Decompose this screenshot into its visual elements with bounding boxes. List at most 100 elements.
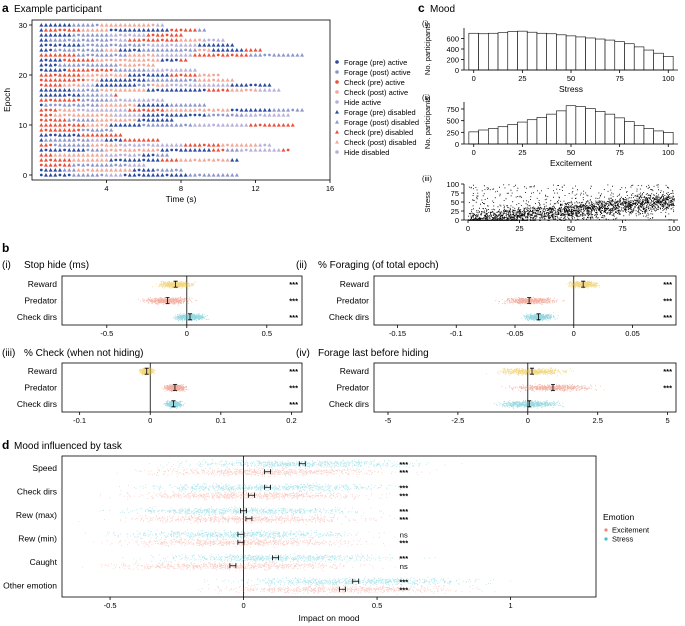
panel-a-marker bbox=[71, 93, 76, 97]
panel-a-marker bbox=[76, 63, 81, 67]
panel-a-marker bbox=[151, 48, 156, 52]
panel-a-marker bbox=[53, 28, 58, 32]
panel-a-marker bbox=[67, 113, 71, 117]
panel-a-marker bbox=[123, 83, 128, 87]
panel-d-sig: *** bbox=[399, 468, 408, 477]
panel-a-marker bbox=[81, 63, 85, 67]
panel-a-marker bbox=[151, 78, 156, 82]
panel-d-plot: Speed ******Check dirs ******Rew (max) ****… bbox=[3, 455, 650, 623]
panel-c-i-bar bbox=[488, 32, 499, 71]
panel-c-ii-xlabel: Excitement bbox=[550, 158, 593, 168]
panel-a-marker bbox=[62, 173, 67, 177]
panel-a-marker bbox=[43, 28, 48, 32]
panel-c-ii-ytick-label: 750 bbox=[446, 105, 459, 114]
panel-a-marker bbox=[188, 123, 193, 127]
panel-a-marker bbox=[77, 78, 80, 82]
panel-a-marker bbox=[239, 143, 244, 147]
panel-a-marker bbox=[109, 58, 113, 62]
panel-a-marker bbox=[165, 78, 170, 82]
panel-a-marker bbox=[53, 73, 57, 77]
panel-c-i-bar bbox=[663, 56, 674, 71]
panel-a-marker bbox=[286, 113, 291, 117]
panel-a-marker bbox=[146, 88, 151, 92]
panel-a-marker bbox=[62, 168, 67, 172]
panel-a-marker bbox=[127, 23, 132, 27]
panel-a-marker bbox=[169, 73, 174, 77]
panel-a-marker bbox=[81, 88, 86, 92]
panel-d-legend-label: Stress bbox=[612, 535, 634, 544]
panel-a-marker bbox=[109, 63, 114, 67]
panel-b-iv-sig: *** bbox=[663, 367, 672, 376]
panel-a-marker bbox=[206, 48, 211, 52]
panel-a-marker bbox=[174, 173, 179, 177]
panel-a-marker bbox=[95, 63, 100, 67]
panel-a-marker bbox=[137, 138, 142, 142]
panel-a-marker bbox=[91, 53, 94, 57]
panel-a-marker bbox=[142, 118, 146, 122]
panel-a-marker bbox=[151, 28, 156, 32]
panel-a-marker bbox=[137, 113, 142, 117]
panel-c-ii-ytick-label: 250 bbox=[446, 128, 459, 137]
panel-a-marker bbox=[118, 103, 123, 107]
panel-a-marker bbox=[234, 53, 239, 57]
panel-a-marker bbox=[160, 53, 165, 57]
panel-a-marker bbox=[128, 118, 132, 122]
panel-d-xlabel: Impact on mood bbox=[299, 613, 360, 623]
panel-a-marker bbox=[258, 123, 262, 127]
panel-a-marker bbox=[174, 33, 179, 37]
panel-a-marker bbox=[206, 148, 211, 152]
panel-d-category: Other emotion bbox=[3, 580, 57, 590]
panel-a-marker bbox=[137, 168, 141, 172]
panel-a-marker bbox=[90, 173, 95, 177]
panel-a-marker bbox=[63, 28, 66, 32]
panel-a-marker bbox=[57, 168, 62, 172]
panel-a-marker bbox=[165, 68, 169, 72]
panel-a-marker bbox=[230, 53, 234, 57]
panel-c-i-bar bbox=[595, 38, 606, 71]
panel-d-mean-marker bbox=[229, 563, 237, 569]
panel-a-marker bbox=[160, 123, 165, 127]
panel-a-marker bbox=[234, 148, 239, 152]
panel-a-marker bbox=[174, 158, 179, 162]
panel-a-marker bbox=[118, 88, 123, 92]
panel-a-marker bbox=[276, 148, 281, 152]
panel-b-iii-mean-marker bbox=[144, 367, 149, 375]
panel-d-category: Check dirs bbox=[17, 486, 57, 496]
panel-a-marker bbox=[179, 143, 183, 147]
panel-a-marker bbox=[109, 143, 114, 147]
panel-a-marker bbox=[39, 118, 43, 122]
panel-a-marker bbox=[151, 68, 156, 72]
panel-a-marker bbox=[197, 83, 202, 87]
panel-a-marker bbox=[109, 173, 114, 177]
panel-a-marker bbox=[197, 88, 202, 92]
panel-a-marker bbox=[267, 113, 272, 117]
panel-a-marker bbox=[43, 143, 48, 147]
panel-a-title: Example participant bbox=[14, 4, 102, 15]
panel-a-marker bbox=[137, 23, 142, 27]
panel-a-marker bbox=[90, 33, 95, 37]
panel-c-i-xtick-label: 75 bbox=[615, 74, 623, 83]
panel-c-ii-label: (ii) bbox=[422, 93, 431, 102]
panel-a-marker bbox=[146, 48, 151, 52]
panel-b-iv-xtick-label: 2.5 bbox=[592, 416, 602, 425]
panel-a-marker bbox=[49, 158, 53, 162]
panel-a-marker bbox=[183, 28, 188, 32]
panel-d-xtick-label: 0.5 bbox=[372, 601, 382, 610]
panel-d-xtick-label: 1 bbox=[508, 601, 512, 610]
panel-a-marker bbox=[119, 158, 122, 162]
panel-b-i-sig: *** bbox=[289, 297, 298, 306]
panel-a-marker bbox=[141, 58, 146, 62]
panel-a-marker bbox=[160, 108, 165, 112]
panel-a-marker bbox=[249, 83, 253, 87]
panel-c-ii-bar bbox=[633, 125, 645, 145]
panel-a-marker bbox=[86, 88, 90, 92]
panel-b-iii-points bbox=[163, 399, 186, 409]
panel-c-i-bar bbox=[653, 52, 664, 71]
panel-a-marker bbox=[67, 128, 72, 132]
panel-b-i-category: Reward bbox=[28, 279, 58, 289]
panel-a-marker bbox=[234, 113, 239, 117]
panel-a-marker bbox=[109, 73, 113, 77]
panel-c-i-xtick-label: 0 bbox=[472, 74, 476, 83]
panel-a-marker bbox=[244, 123, 249, 127]
panel-a-marker bbox=[99, 108, 104, 112]
